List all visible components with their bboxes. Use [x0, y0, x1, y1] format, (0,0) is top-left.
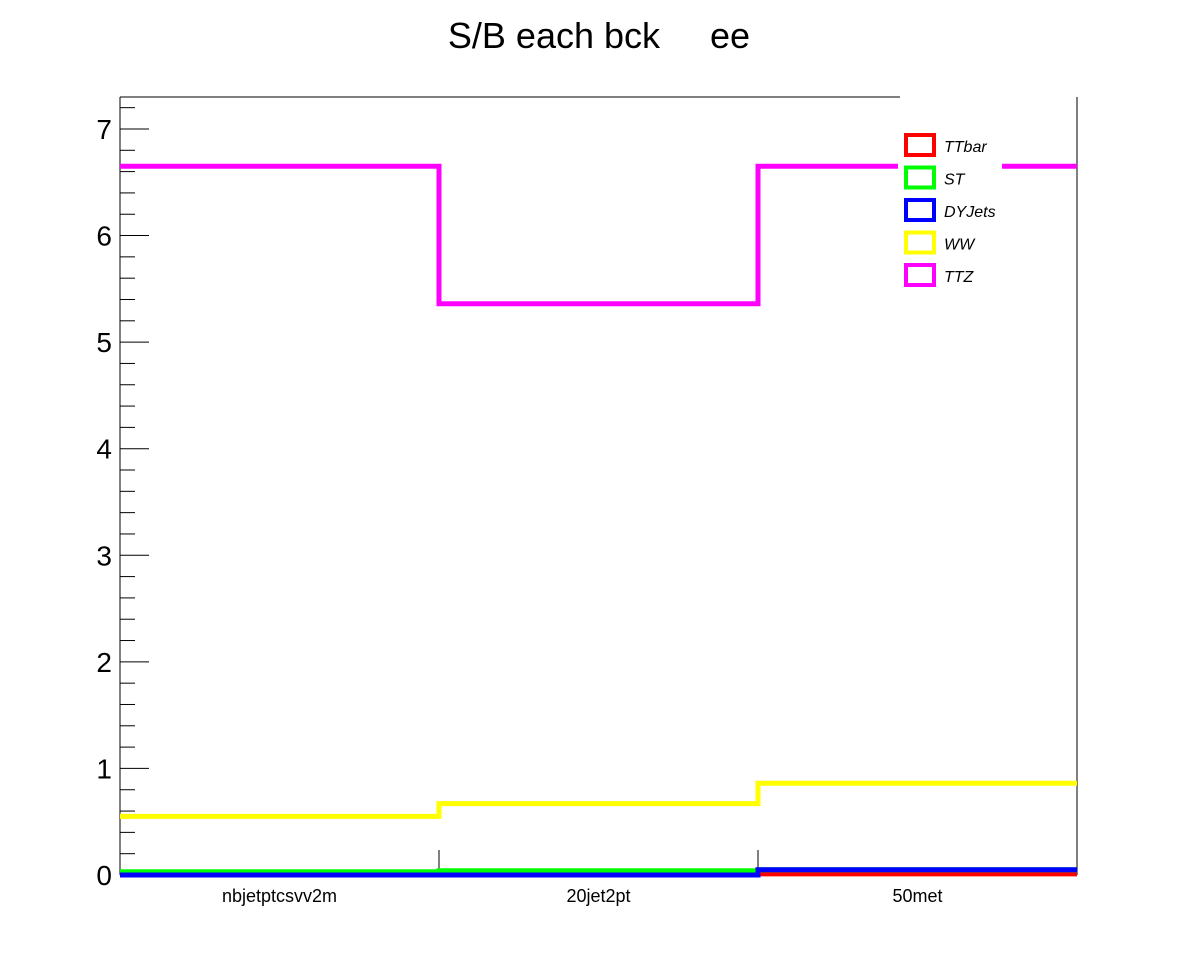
y-axis: 0 1 2 3 4 5 6 7: [96, 107, 149, 891]
legend-label: TTbar: [944, 139, 987, 156]
legend: TTbar ST DYJets WW TTZ: [898, 126, 1002, 294]
legend-label: TTZ: [944, 269, 975, 286]
y-tick-label: 3: [96, 540, 112, 571]
legend-swatch: [904, 133, 936, 157]
legend-swatch: [904, 198, 936, 222]
x-tick-label: 20jet2pt: [566, 886, 630, 906]
series-ttz-line: [120, 163, 1077, 307]
legend-label: ST: [944, 172, 966, 189]
y-tick-label: 5: [96, 327, 112, 358]
legend-swatch: [904, 165, 936, 190]
series-dyjets-line: [120, 867, 1077, 878]
y-tick-label: 2: [96, 647, 112, 678]
x-axis: nbjetptcsvv2m 20jet2pt 50met: [222, 850, 943, 906]
chart-title: S/B each bck ee: [448, 15, 750, 56]
y-tick-label: 0: [96, 860, 112, 891]
y-tick-label: 4: [96, 434, 112, 465]
y-tick-label: 6: [96, 221, 112, 252]
legend-swatch: [904, 263, 936, 287]
series-ww-line: [120, 780, 1077, 819]
x-tick-label: nbjetptcsvv2m: [222, 886, 337, 906]
series-group: [120, 163, 1077, 878]
y-tick-label: 1: [96, 753, 112, 784]
x-tick-label: 50met: [892, 886, 942, 906]
y-tick-label: 7: [96, 114, 112, 145]
legend-label: WW: [944, 237, 976, 254]
legend-label: DYJets: [944, 204, 996, 221]
legend-swatch: [904, 230, 936, 255]
